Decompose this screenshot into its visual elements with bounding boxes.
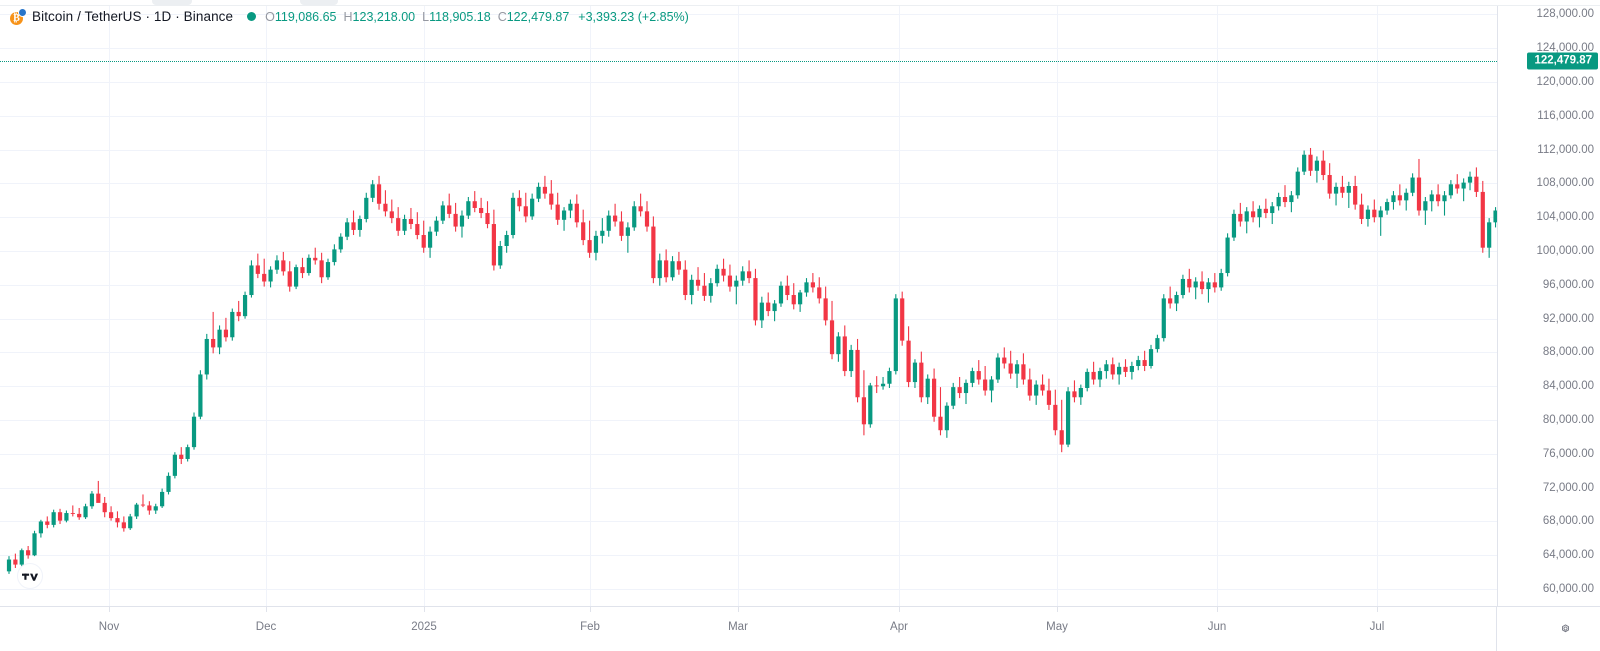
price-axis-label: 108,000.00 xyxy=(1536,177,1594,190)
gridline-horizontal xyxy=(0,115,1497,117)
time-axis-label: Apr xyxy=(890,621,908,633)
price-change: +3,393.23 (+2.85%) xyxy=(578,9,689,24)
ohlc-low: L118,905.18 xyxy=(422,9,491,25)
gridline-vertical xyxy=(424,6,425,606)
gridline-horizontal xyxy=(0,453,1497,455)
time-axis-tick xyxy=(738,607,739,612)
gridline-vertical xyxy=(1057,6,1058,606)
price-axis-label: 112,000.00 xyxy=(1537,143,1594,156)
price-axis-label: 96,000.00 xyxy=(1542,278,1594,291)
time-axis-tick xyxy=(1057,607,1058,612)
gridline-horizontal xyxy=(0,318,1497,320)
time-axis-tick xyxy=(590,607,591,612)
time-axis-label: 2025 xyxy=(411,621,437,633)
time-axis-tick xyxy=(1217,607,1218,612)
gridline-vertical xyxy=(109,6,110,606)
gridline-horizontal xyxy=(0,352,1497,354)
price-axis-label: 100,000.00 xyxy=(1536,245,1594,258)
price-axis-label: 120,000.00 xyxy=(1536,76,1594,89)
open-label: O xyxy=(265,9,275,24)
time-axis-label: Nov xyxy=(98,621,120,633)
gridline-vertical xyxy=(738,6,739,606)
time-axis-label: Feb xyxy=(580,621,600,633)
candlestick-series xyxy=(6,147,1497,574)
gridline-horizontal xyxy=(0,589,1497,591)
open-value: 119,086.65 xyxy=(274,9,337,24)
price-axis-label: 60,000.00 xyxy=(1542,583,1594,596)
time-axis[interactable]: Nov Dec 2025 Feb Mar Apr May Jun Jul xyxy=(0,606,1600,651)
close-label: C xyxy=(497,9,507,24)
gridline-horizontal xyxy=(0,183,1497,185)
gridline-horizontal xyxy=(0,386,1497,388)
ohlc-open: O119,086.65 xyxy=(265,9,336,25)
symbol-title[interactable]: Bitcoin / TetherUS · 1D · Binance xyxy=(32,8,234,24)
time-axis-label: Jun xyxy=(1207,621,1227,633)
gear-glyph xyxy=(1561,623,1569,632)
low-value: 118,905.18 xyxy=(429,9,491,24)
gridline-horizontal xyxy=(0,555,1497,557)
current-price-line xyxy=(0,61,1497,63)
gridline-horizontal xyxy=(0,48,1497,50)
high-label: H xyxy=(343,9,353,24)
close-value: 122,479.87 xyxy=(506,9,570,24)
price-axis-label: 80,000.00 xyxy=(1542,414,1594,427)
price-axis-label: 124,000.00 xyxy=(1536,42,1594,55)
low-label: L xyxy=(422,9,430,24)
price-axis-label: 104,000.00 xyxy=(1536,211,1594,224)
ohlc-values: O119,086.65 H123,218.00 L118,905.18 C122… xyxy=(265,9,689,25)
time-axis-tick xyxy=(266,607,267,612)
time-axis-label: Jul xyxy=(1369,621,1385,633)
price-axis[interactable]: 128,000.00 124,000.00 120,000.00 116,000.00… xyxy=(1497,6,1600,606)
gridline-vertical xyxy=(1377,6,1378,606)
gridline-vertical xyxy=(1217,6,1218,606)
gridline-horizontal xyxy=(0,251,1497,253)
price-axis-label: 76,000.00 xyxy=(1542,447,1594,460)
tether-icon xyxy=(18,8,27,17)
chrome-divider xyxy=(0,5,1600,6)
gridline-vertical xyxy=(266,6,267,606)
gridline-horizontal xyxy=(0,487,1497,489)
time-axis-label: Dec xyxy=(255,621,277,633)
time-axis-tick xyxy=(1377,607,1378,612)
price-axis-label: 128,000.00 xyxy=(1536,8,1594,21)
ohlc-high: H123,218.00 xyxy=(344,9,416,25)
price-axis-label: 88,000.00 xyxy=(1542,346,1594,359)
price-axis-label: 68,000.00 xyxy=(1542,515,1594,528)
high-value: 123,218.00 xyxy=(352,9,416,24)
axis-corner-divider xyxy=(1496,607,1497,651)
gridline-horizontal xyxy=(0,217,1497,219)
time-axis-tick xyxy=(424,607,425,612)
chrome-pill-right xyxy=(300,0,338,5)
market-status-dot xyxy=(247,12,257,21)
time-axis-tick xyxy=(899,607,900,612)
price-axis-label: 72,000.00 xyxy=(1542,481,1594,494)
price-axis-label: 84,000.00 xyxy=(1542,380,1594,393)
gridline-vertical xyxy=(899,6,900,606)
current-price-tag: 122,479.87 xyxy=(1527,52,1598,70)
gridline-vertical xyxy=(590,6,591,606)
gridline-horizontal xyxy=(0,82,1497,84)
bitcoin-tether-pair-icon: ₿ xyxy=(10,8,27,25)
gridline-horizontal xyxy=(0,149,1497,151)
gridline-horizontal xyxy=(0,14,1497,16)
time-axis-label: May xyxy=(1046,621,1068,633)
price-axis-label: 92,000.00 xyxy=(1542,312,1594,325)
price-axis-label: 116,000.00 xyxy=(1537,109,1594,122)
tradingview-logo[interactable] xyxy=(17,563,43,589)
tradingview-logo-glyph xyxy=(21,573,38,581)
chrome-pill-left xyxy=(152,0,192,5)
ohlc-close: C122,479.87 xyxy=(498,9,570,25)
top-chrome-strip xyxy=(0,0,1600,6)
chart-legend: ₿ Bitcoin / TetherUS · 1D · Binance O119… xyxy=(10,8,689,25)
gridline-horizontal xyxy=(0,284,1497,286)
price-axis-label: 64,000.00 xyxy=(1542,549,1594,562)
gear-icon[interactable] xyxy=(1556,619,1574,637)
time-axis-tick xyxy=(109,607,110,612)
gridline-horizontal xyxy=(0,521,1497,523)
gridline-horizontal xyxy=(0,420,1497,422)
time-axis-label: Mar xyxy=(728,621,748,633)
chart-plot-area[interactable] xyxy=(0,6,1497,606)
